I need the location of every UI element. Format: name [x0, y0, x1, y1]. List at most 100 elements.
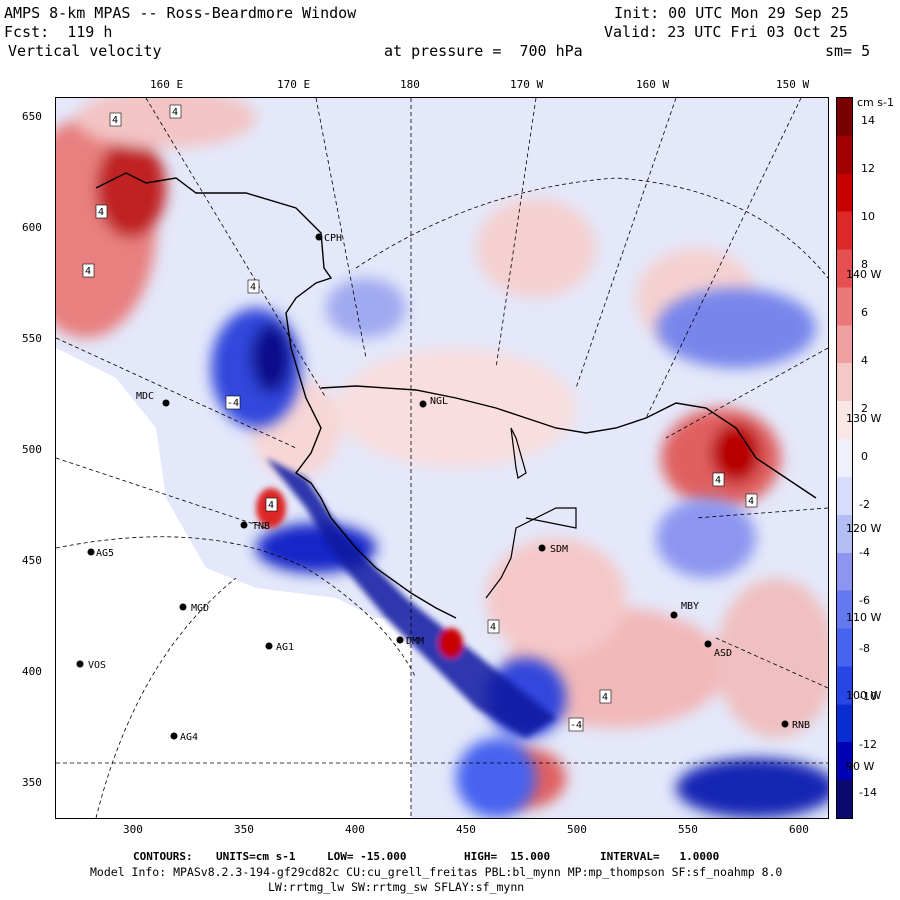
smoothing: sm= 5	[825, 42, 871, 60]
pressure-level: at pressure = 700 hPa	[384, 42, 583, 60]
station-marker	[170, 732, 178, 740]
contour-label: 4	[715, 475, 721, 486]
station-marker	[87, 548, 95, 556]
contour-low: LOW= -15.000	[327, 850, 407, 863]
station-label: SDM	[550, 544, 568, 555]
contour-label: -4	[570, 720, 582, 731]
station-label: NGL	[430, 396, 448, 407]
station-marker	[538, 544, 546, 552]
graticule	[56, 98, 828, 818]
lon-label-right: 100 W	[846, 689, 882, 702]
contour-label: 4	[602, 692, 608, 703]
lon-label-right: 110 W	[846, 611, 882, 624]
station-label: MGD	[191, 603, 209, 614]
station-marker	[781, 720, 789, 728]
station-marker	[265, 642, 273, 650]
station-markers: CPH MDC NGL TNB AG5 SDM MGD AG1 VOS AG4 …	[76, 233, 810, 743]
lon-label-right: 120 W	[846, 522, 882, 535]
contour-label: 4	[112, 115, 118, 126]
y-tick: 350	[22, 776, 42, 789]
station-marker	[419, 400, 427, 408]
lon-label-right: 130 W	[846, 412, 882, 425]
contour-labels: 4 4 4 4 4 -4 4 4 4 -4 4 4	[82, 104, 758, 732]
station-marker	[704, 640, 712, 648]
contour-label: 4	[748, 496, 754, 507]
colorbar-tick-label: -8	[859, 642, 870, 655]
lon-label-right: 90 W	[846, 760, 875, 773]
y-tick: 400	[22, 665, 42, 678]
station-marker	[162, 399, 170, 407]
y-tick: 550	[22, 332, 42, 345]
colorbar-tick-label: 14	[861, 114, 875, 127]
shelf-inlet	[485, 427, 577, 599]
station-marker	[240, 521, 248, 529]
y-tick: 600	[22, 221, 42, 234]
station-marker	[76, 660, 84, 668]
forecast-hour: Fcst: 119 h	[4, 23, 113, 41]
station-marker	[396, 636, 404, 644]
lon-label: 170 W	[510, 78, 544, 91]
lon-label: 160 W	[636, 78, 670, 91]
colorbar-tick-label: 2	[861, 402, 868, 415]
x-tick: 550	[678, 823, 698, 836]
model-info-2: LW:rrtmg_lw SW:rrtmg_sw SFLAY:sf_mynn	[268, 880, 525, 894]
colorbar-tick-label: -14	[859, 786, 877, 799]
contours-label: CONTOURS:	[133, 850, 193, 863]
contour-label: -4	[227, 398, 239, 409]
colorbar-tick-label: 12	[861, 162, 875, 175]
colorbar-tick-label: -12	[859, 738, 877, 751]
map-title: AMPS 8-km MPAS -- Ross-Beardmore Window	[4, 4, 357, 22]
station-label: AG1	[276, 642, 294, 653]
y-tick: 500	[22, 443, 42, 456]
lon-label: 150 W	[776, 78, 810, 91]
contour-label: 4	[268, 500, 274, 511]
colorbar-tick-label: -6	[859, 594, 870, 607]
colorbar-tick-label: -2	[859, 498, 870, 511]
x-tick: 450	[456, 823, 476, 836]
ice-shelf-mask	[56, 348, 411, 818]
colorbar-tick-label: 10	[861, 210, 875, 223]
contour-interval: INTERVAL= 1.0000	[600, 850, 720, 863]
station-label: AG4	[180, 732, 198, 743]
station-label: DMM	[406, 636, 424, 647]
colorbar-tick-label: 6	[861, 306, 868, 319]
station-label: MDC	[136, 391, 154, 402]
x-tick: 500	[567, 823, 587, 836]
ice-shelf-edge	[320, 385, 817, 499]
colorbar-tick-label: -4	[859, 546, 870, 559]
station-marker	[315, 233, 323, 241]
contour-label: 4	[172, 107, 178, 118]
station-marker	[670, 611, 678, 619]
valid-time: Valid: 23 UTC Fri 03 Oct 25	[604, 23, 848, 41]
contour-label: 4	[85, 266, 91, 277]
station-label: MBY	[681, 601, 699, 612]
y-tick: 450	[22, 554, 42, 567]
x-tick: 600	[789, 823, 809, 836]
lon-label: 160 E	[150, 78, 184, 91]
station-label: AG5	[96, 548, 114, 559]
x-tick: 300	[123, 823, 143, 836]
model-info: Model Info: MPASv8.2.3-194-gf29cd82c CU:…	[90, 865, 783, 879]
colorbar-tick-label: 8	[861, 258, 868, 271]
map-panel: CPH MDC NGL TNB AG5 SDM MGD AG1 VOS AG4 …	[55, 97, 829, 819]
lon-label: 180	[400, 78, 420, 91]
contour-units: UNITS=cm s-1	[216, 850, 296, 863]
contour-high: HIGH= 15.000	[464, 850, 551, 863]
colorbar-unit: cm s-1	[857, 96, 894, 109]
x-tick: 400	[345, 823, 365, 836]
coastline-west	[95, 172, 457, 619]
contour-label: 4	[250, 282, 256, 293]
contour-label: 4	[98, 207, 104, 218]
field-name: Vertical velocity	[8, 42, 162, 60]
station-label: TNB	[252, 521, 270, 532]
lon-label: 170 E	[277, 78, 311, 91]
init-time: Init: 00 UTC Mon 29 Sep 25	[614, 4, 849, 22]
lon-label-right: 140 W	[846, 268, 882, 281]
colorbar-tick-label: -10	[859, 690, 877, 703]
station-label: CPH	[324, 233, 342, 244]
contour-label: 4	[490, 622, 496, 633]
station-label: ASD	[714, 648, 732, 659]
colorbar-tick-label: 0	[861, 450, 868, 463]
y-tick: 650	[22, 110, 42, 123]
station-marker	[179, 603, 187, 611]
